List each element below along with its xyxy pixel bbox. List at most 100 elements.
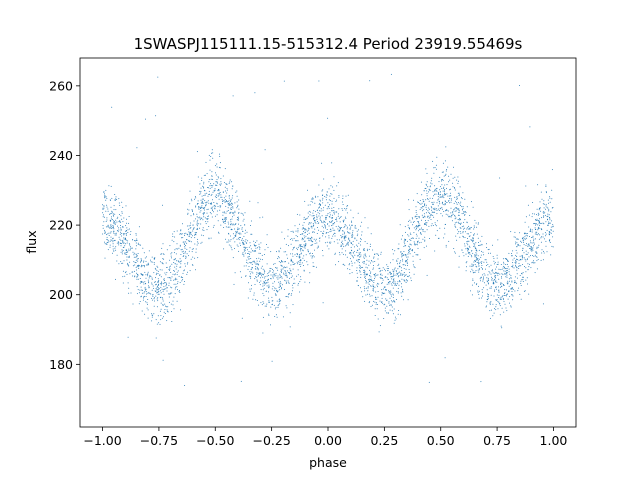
data-point (454, 225, 456, 227)
data-point (428, 208, 430, 210)
data-point (490, 273, 492, 275)
data-point (378, 283, 380, 285)
data-point (240, 212, 242, 214)
data-point (535, 256, 537, 257)
data-point (408, 227, 410, 229)
data-point (107, 226, 109, 228)
data-point (321, 220, 322, 222)
data-point (438, 209, 440, 211)
data-point (227, 207, 229, 209)
data-point (428, 188, 430, 190)
data-point (348, 240, 350, 242)
data-point (475, 252, 477, 254)
data-point (367, 279, 369, 281)
data-point (236, 230, 238, 232)
data-point (241, 228, 243, 230)
data-point (302, 265, 304, 266)
data-point (329, 228, 331, 230)
data-point (218, 194, 220, 196)
data-point (176, 260, 178, 262)
data-point (322, 232, 324, 234)
data-point (246, 261, 248, 263)
data-point (363, 261, 365, 263)
data-point (535, 231, 537, 233)
data-point (545, 214, 547, 216)
data-point (425, 222, 427, 224)
data-point (201, 195, 203, 197)
data-point (532, 202, 534, 203)
data-point (418, 216, 420, 218)
data-point (551, 245, 553, 247)
data-point (325, 232, 327, 233)
data-point (293, 237, 295, 239)
data-point (497, 261, 499, 263)
data-point (268, 297, 270, 299)
data-point (551, 198, 553, 200)
data-point (541, 217, 542, 219)
data-point (319, 216, 321, 218)
data-point (503, 311, 505, 313)
data-point (481, 297, 483, 299)
data-point (122, 262, 124, 264)
data-point (531, 231, 533, 233)
data-point (456, 208, 458, 210)
data-point (527, 245, 529, 247)
data-point (503, 301, 505, 303)
data-point (241, 238, 243, 240)
data-point (185, 241, 186, 243)
data-point (144, 295, 145, 297)
data-point (330, 241, 332, 243)
data-point (417, 240, 419, 242)
data-point (363, 254, 365, 256)
data-point (244, 212, 246, 214)
data-point (272, 271, 274, 273)
data-point (462, 235, 464, 237)
data-point (343, 246, 345, 248)
data-point (359, 271, 361, 273)
data-point (163, 311, 165, 313)
data-point (418, 202, 419, 203)
data-point (512, 295, 514, 297)
data-point (318, 207, 319, 209)
data-point (207, 200, 209, 202)
data-point (527, 204, 529, 206)
data-point (389, 281, 391, 283)
data-point (273, 263, 275, 265)
y-tick-label: 180 (49, 357, 73, 372)
data-point (532, 247, 534, 249)
data-point (196, 203, 198, 205)
data-point (471, 284, 473, 286)
data-point (156, 269, 158, 271)
data-point (348, 232, 350, 234)
data-point (441, 179, 442, 181)
data-point (527, 244, 529, 246)
data-point (421, 214, 423, 216)
data-point (463, 228, 464, 230)
data-point (471, 265, 473, 267)
data-point (323, 227, 324, 229)
data-point (294, 263, 296, 264)
data-point (157, 270, 159, 272)
data-point (241, 317, 243, 319)
data-point (539, 234, 541, 236)
data-point (452, 186, 454, 188)
data-point (364, 241, 366, 243)
data-point (443, 186, 445, 188)
data-point (106, 198, 108, 200)
data-point (299, 260, 301, 262)
data-point (106, 206, 108, 208)
data-point (216, 181, 218, 183)
data-point (419, 228, 420, 230)
data-point (145, 288, 147, 290)
data-point (287, 296, 289, 298)
data-point (189, 203, 191, 205)
data-point (511, 294, 513, 296)
data-point (416, 244, 418, 246)
data-point (446, 184, 448, 186)
data-point (213, 183, 215, 185)
data-point (323, 230, 325, 232)
data-point (318, 237, 320, 239)
data-point (428, 217, 430, 219)
data-point (179, 233, 181, 235)
data-point (455, 200, 456, 202)
